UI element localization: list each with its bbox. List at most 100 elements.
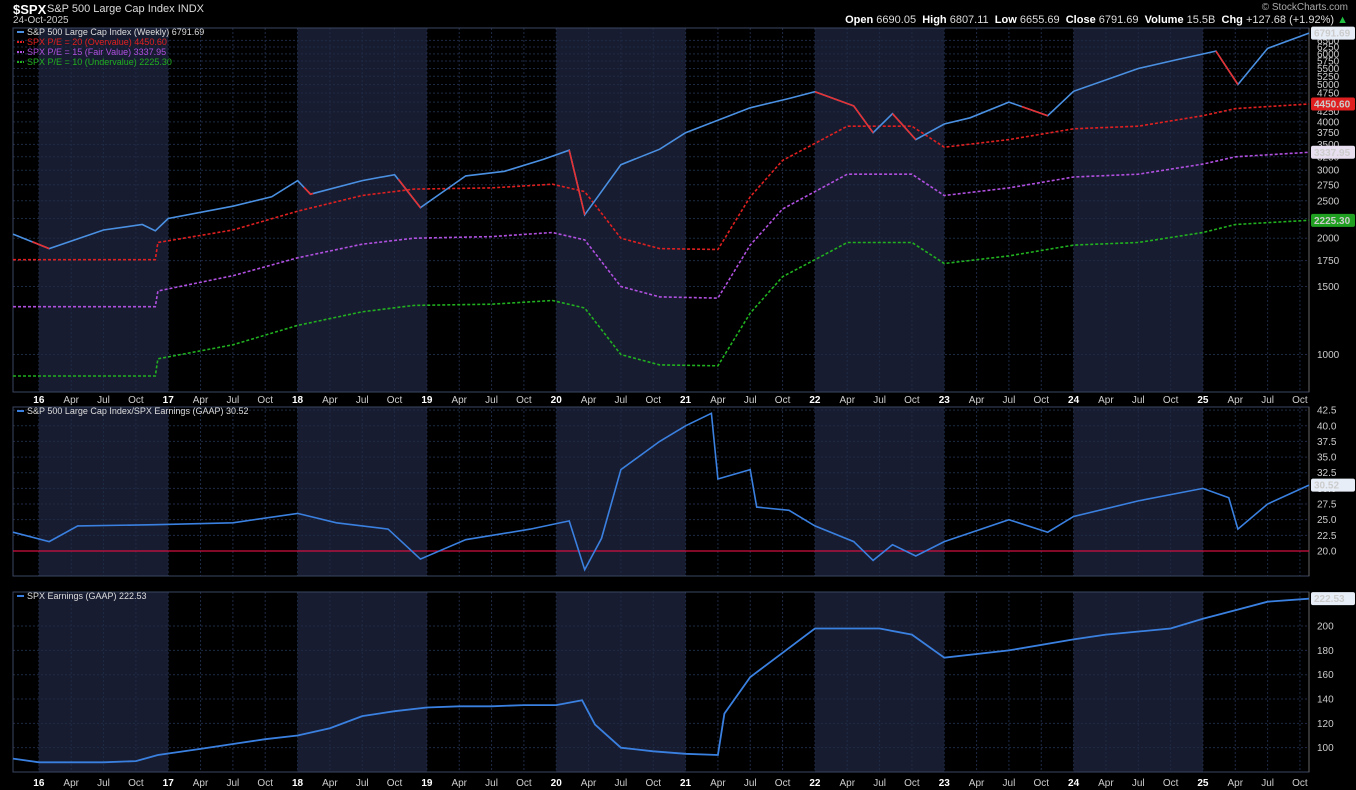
x-tick-label: 20: [551, 395, 563, 406]
x-tick-label: 17: [163, 778, 175, 789]
x-tick-label: Jul: [485, 778, 498, 789]
y-tick-label: 37.5: [1317, 437, 1337, 448]
x-tick-label: Apr: [63, 778, 79, 789]
open-label: Open: [845, 14, 874, 26]
y-tick-label: 6000: [1317, 49, 1340, 60]
y-tick-label: 3750: [1317, 128, 1340, 139]
low-label: Low: [994, 14, 1017, 26]
earnings-last-tag: 222.53: [1311, 592, 1355, 606]
change-label: Chg: [1221, 14, 1243, 26]
low-value: 6655.69: [1019, 14, 1060, 26]
brand-logo: © StockCharts.com: [1261, 2, 1348, 13]
x-tick-label: 17: [163, 395, 175, 406]
earnings-last-tag-bg: [1311, 592, 1355, 606]
pe15-last-tag-text: 3337.95: [1314, 148, 1351, 159]
x-tick-label: Jul: [744, 395, 757, 406]
pe15-last-tag-bg: [1311, 145, 1355, 159]
x-tick-label: Jul: [485, 395, 498, 406]
price-down-segment: [1021, 105, 1048, 117]
index-name: S&P 500 Large Cap Index: [47, 3, 175, 15]
x-tick-label: 24: [1068, 395, 1080, 406]
x-tick-label: Apr: [1098, 395, 1114, 406]
x-tick-label: Jul: [226, 395, 239, 406]
x-tick-label: 16: [33, 395, 45, 406]
pe10-line: [13, 219, 1310, 377]
pe10-last-tag: 2225.30: [1311, 213, 1355, 227]
y-tick-label: 35.0: [1317, 453, 1337, 464]
x-tick-label: Apr: [1227, 395, 1243, 406]
x-tick-label: Apr: [969, 778, 985, 789]
x-tick-label: Oct: [257, 395, 273, 406]
change-value: +127.68 (+1.92%): [1245, 14, 1335, 26]
y-tick-label: 22.5: [1317, 531, 1337, 542]
x-tick-label: Jul: [873, 395, 886, 406]
price-down-segment: [32, 240, 50, 250]
symbol: $SPX: [13, 2, 47, 17]
legend-entry: SPX Earnings (GAAP) 222.53: [27, 591, 147, 601]
y-tick-label: 3000: [1317, 166, 1340, 177]
y-tick-label: 140: [1317, 695, 1334, 706]
x-tick-label: Jul: [1261, 778, 1274, 789]
legend-entry: SPX P/E = 15 (Fair Value) 3337.95: [27, 47, 166, 57]
price-line: [12, 32, 1310, 250]
x-tick-label: Jul: [615, 778, 628, 789]
pe20-line: [13, 103, 1310, 261]
legend-entry: S&P 500 Large Cap Index/SPX Earnings (GA…: [27, 406, 248, 416]
y-tick-label: 25.0: [1317, 515, 1337, 526]
y-tick-label: 160: [1317, 670, 1334, 681]
y-tick-label: 5000: [1317, 80, 1340, 91]
x-tick-label: Oct: [775, 778, 791, 789]
x-tick-label: 16: [33, 778, 45, 789]
price-last-tag-bg: [1311, 26, 1355, 40]
high-label: High: [922, 14, 947, 26]
x-tick-label: Oct: [1292, 778, 1308, 789]
y-tick-label: 27.5: [1317, 500, 1337, 511]
y-tick-label: 32.5: [1317, 468, 1337, 479]
y-tick-label: 100: [1317, 743, 1334, 754]
close-value: 6791.69: [1098, 14, 1139, 26]
pe15-line: [13, 151, 1310, 308]
x-tick-label: 23: [939, 395, 951, 406]
x-tick-label: 25: [1197, 778, 1209, 789]
x-tick-label: 25: [1197, 395, 1209, 406]
x-tick-label: Oct: [1163, 395, 1179, 406]
y-tick-label: 4250: [1317, 107, 1340, 118]
price-down-segment: [397, 178, 422, 209]
x-tick-label: Oct: [1033, 778, 1049, 789]
x-tick-label: Apr: [193, 778, 209, 789]
x-tick-label: Oct: [645, 395, 661, 406]
y-tick-label: 4000: [1317, 117, 1340, 128]
high-value: 6807.11: [949, 14, 989, 26]
x-tick-label: Apr: [581, 395, 597, 406]
price-last-tag-text: 6791.69: [1314, 29, 1351, 40]
up-arrow-icon: ▲: [1337, 14, 1348, 26]
x-tick-label: 21: [680, 778, 692, 789]
x-tick-label: Apr: [1227, 778, 1243, 789]
ohlc-readout: Open 6690.05 High 6807.11 Low 6655.69 Cl…: [845, 14, 1348, 26]
x-tick-label: Apr: [322, 778, 338, 789]
x-tick-label: Apr: [710, 395, 726, 406]
x-tick-label: Oct: [257, 778, 273, 789]
volume-value: 15.5B: [1186, 14, 1216, 26]
x-tick-label: 18: [292, 778, 304, 789]
y-tick-label: 4750: [1317, 89, 1340, 100]
x-tick-label: 18: [292, 395, 304, 406]
x-tick-label: Jul: [615, 395, 628, 406]
x-tick-label: Oct: [516, 395, 532, 406]
y-tick-label: 2500: [1317, 196, 1340, 207]
legend-entry: SPX P/E = 10 (Undervalue) 2225.30: [27, 57, 172, 67]
price-down-segment: [303, 186, 314, 196]
x-tick-label: Apr: [193, 395, 209, 406]
x-tick-label: Apr: [451, 778, 467, 789]
pe20-last-tag-bg: [1311, 97, 1355, 111]
x-tick-label: Oct: [1292, 395, 1308, 406]
y-tick-label: 3500: [1317, 140, 1340, 151]
x-tick-label: Jul: [1261, 395, 1274, 406]
y-tick-label: 40.0: [1317, 421, 1337, 432]
ratio-last-tag-text: 30.52: [1314, 481, 1339, 492]
close-label: Close: [1065, 14, 1096, 26]
x-tick-label: 22: [809, 395, 821, 406]
x-tick-label: Jul: [744, 778, 757, 789]
x-tick-label: Apr: [581, 778, 597, 789]
